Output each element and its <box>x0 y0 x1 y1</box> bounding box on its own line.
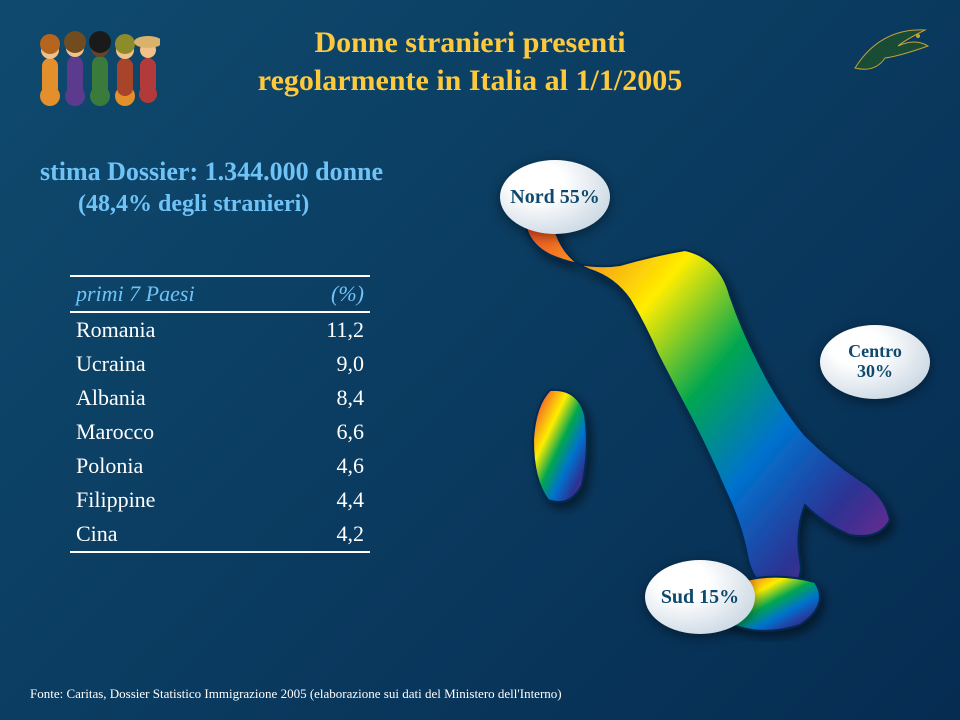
table-row: Ucraina 9,0 <box>70 347 370 381</box>
table-border-bottom <box>70 551 370 553</box>
bubble-sud-label: Sud 15% <box>661 586 739 609</box>
country-name: Ucraina <box>76 351 146 377</box>
header-name: primi 7 Paesi <box>76 281 195 307</box>
country-name: Cina <box>76 521 118 547</box>
bubble-sud: Sud 15% <box>645 560 755 634</box>
country-value: 6,6 <box>304 419 364 445</box>
sardinia <box>533 390 587 502</box>
country-value: 9,0 <box>304 351 364 377</box>
table-header: primi 7 Paesi (%) <box>70 275 370 313</box>
table-row: Polonia 4,6 <box>70 449 370 483</box>
header-value: (%) <box>304 281 364 307</box>
country-name: Filippine <box>76 487 155 513</box>
table-row: Marocco 6,6 <box>70 415 370 449</box>
table-row: Cina 4,2 <box>70 517 370 551</box>
country-name: Marocco <box>76 419 154 445</box>
title-line-2: regolarmente in Italia al 1/1/2005 <box>170 62 770 100</box>
italy-map-area: Nord 55% Centro30% Sud 15% <box>470 130 940 660</box>
bubble-nord: Nord 55% <box>500 160 610 234</box>
country-value: 11,2 <box>304 317 364 343</box>
country-name: Albania <box>76 385 146 411</box>
country-value: 4,6 <box>304 453 364 479</box>
country-value: 4,4 <box>304 487 364 513</box>
country-name: Polonia <box>76 453 143 479</box>
country-value: 4,2 <box>304 521 364 547</box>
country-value: 8,4 <box>304 385 364 411</box>
table-row: Albania 8,4 <box>70 381 370 415</box>
bubble-nord-label: Nord 55% <box>510 186 599 209</box>
title-line-1: Donne stranieri presenti <box>170 24 770 62</box>
countries-table: primi 7 Paesi (%) Romania 11,2 Ucraina 9,0 A… <box>70 275 370 553</box>
table-row: Romania 11,2 <box>70 313 370 347</box>
bird-logo <box>850 18 930 78</box>
estimate-line-1: stima Dossier: 1.344.000 donne <box>40 155 383 189</box>
country-name: Romania <box>76 317 155 343</box>
women-clipart <box>30 18 160 108</box>
estimate-block: stima Dossier: 1.344.000 donne (48,4% de… <box>40 155 383 220</box>
estimate-line-2: (48,4% degli stranieri) <box>78 189 383 220</box>
bubble-centro-label: Centro30% <box>848 342 902 382</box>
source-text: Fonte: Caritas, Dossier Statistico Immig… <box>30 686 562 702</box>
bubble-centro: Centro30% <box>820 325 930 399</box>
slide-title: Donne stranieri presenti regolarmente in… <box>170 24 770 99</box>
table-body: Romania 11,2 Ucraina 9,0 Albania 8,4 Marocco 6,… <box>70 313 370 551</box>
table-row: Filippine 4,4 <box>70 483 370 517</box>
